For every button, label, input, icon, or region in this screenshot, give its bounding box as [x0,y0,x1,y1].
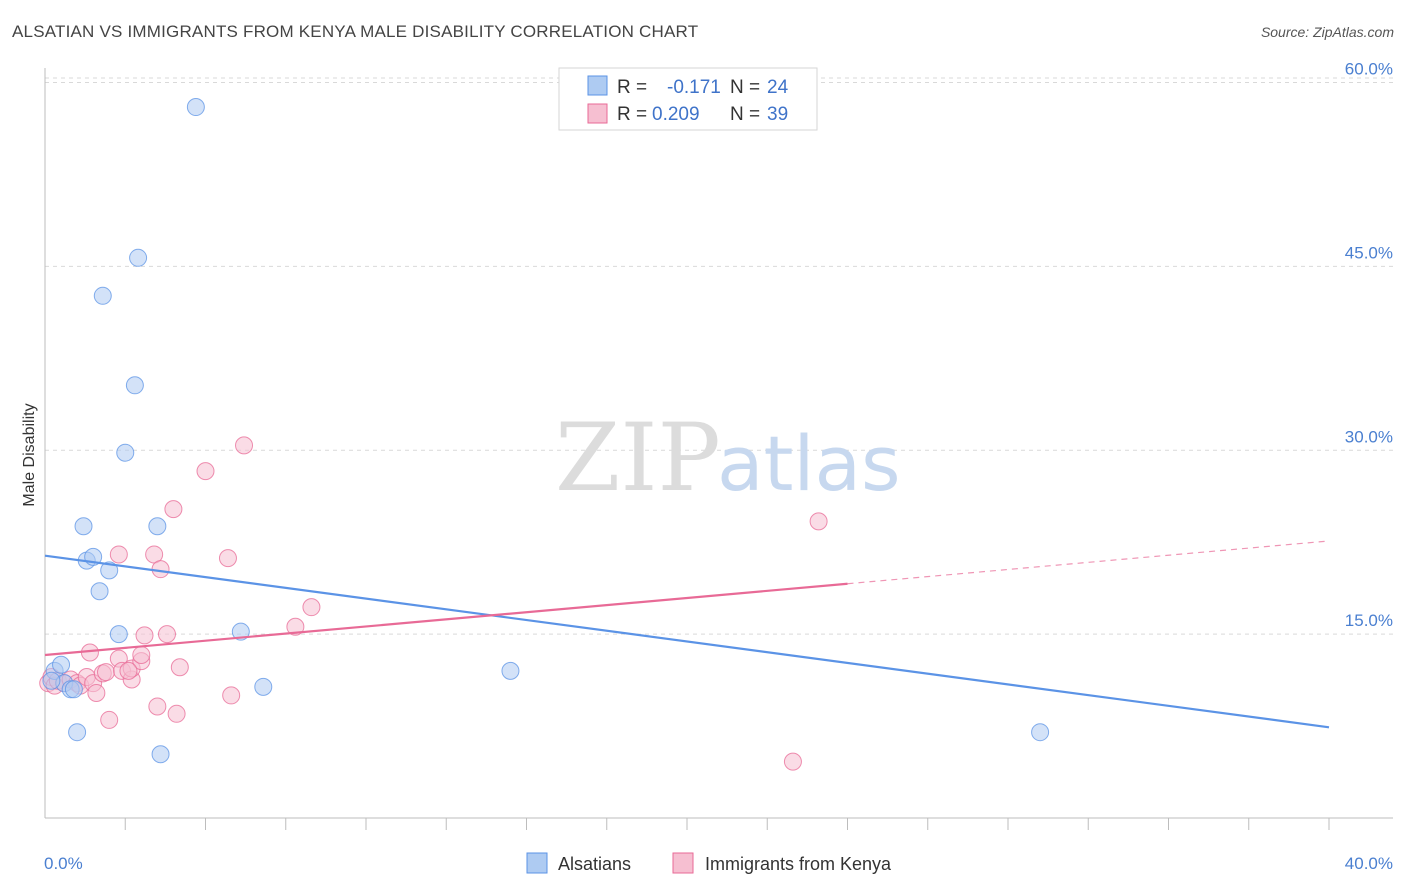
y-tick-label-30: 30.0% [1345,427,1393,446]
source-credit: Source: ZipAtlas.com [1260,24,1394,40]
point-alsatians-23 [42,671,61,690]
point-alsatians-16 [148,517,167,536]
legend-r-value-kenya: 0.209 [652,104,700,125]
chart-title: ALSATIAN VS IMMIGRANTS FROM KENYA MALE D… [12,22,699,41]
point-kenya-13 [96,663,115,682]
point-kenya-15 [109,545,128,564]
point-alsatians-11 [100,561,119,580]
legend-n-label-kenya: N = [730,104,765,125]
point-alsatians-6 [74,517,93,536]
legend-n-value-alsatians: 24 [767,77,789,98]
point-alsatians-18 [186,98,205,117]
point-alsatians-22 [1031,723,1050,742]
legend-r-label-kenya: R = [617,104,652,125]
bottom-legend-label-alsatians: Alsatians [558,854,631,874]
point-kenya-21 [132,645,151,664]
point-kenya-30 [196,462,215,481]
point-kenya-28 [167,704,186,723]
point-kenya-31 [218,549,237,568]
point-kenya-35 [302,598,321,617]
y-axis-title: Male Disability [21,403,38,506]
point-kenya-34 [286,617,305,636]
trend-line-alsatians [44,554,1330,729]
point-alsatians-20 [254,677,273,696]
legend-swatch-alsatians [587,75,608,96]
trend-layer [44,540,1330,729]
y-tick-label-15: 15.0% [1345,611,1393,630]
point-kenya-36 [809,512,828,531]
legend-swatch-kenya [587,103,608,124]
legend-n-value-kenya: 39 [767,104,788,125]
point-alsatians-4 [64,680,83,699]
point-alsatians-19 [231,622,250,641]
point-alsatians-15 [129,248,148,267]
point-alsatians-12 [109,625,128,644]
trend-line-kenya-projection [847,540,1330,585]
point-kenya-29 [170,658,189,677]
x-axis-ticks [124,818,1330,830]
watermark-atlas: atlas [717,419,901,508]
point-alsatians-1 [52,655,71,674]
grid-layer [45,77,1393,635]
point-alsatians-5 [68,723,87,742]
watermark-zip: ZIP [555,404,721,513]
legend-r-label-alsatians: R = [617,77,652,98]
point-alsatians-13 [116,443,135,462]
point-alsatians-10 [93,286,112,305]
y-tick-labels: 15.0% 30.0% 45.0% 60.0% [1345,60,1393,631]
point-kenya-33 [235,436,254,455]
point-kenya-11 [87,683,106,702]
point-kenya-27 [164,500,183,519]
point-kenya-14 [100,710,119,729]
point-kenya-25 [151,560,170,579]
x-tick-max: 40.0% [1345,854,1393,873]
correlation-legend: R = -0.171 N = 24 R = 0.209 N = 39 [558,67,818,131]
point-alsatians-17 [151,745,170,764]
point-kenya-32 [222,686,241,705]
bottom-legend-swatch-alsatians [526,852,548,874]
points-layer [39,98,1050,771]
point-kenya-22 [135,626,154,645]
legend-row-kenya: R = 0.209 N = 39 [617,104,788,125]
legend-r-value-alsatians: -0.171 [667,77,721,98]
trend-line-kenya [44,582,848,657]
point-kenya-26 [157,625,176,644]
point-kenya-38 [119,661,138,680]
y-tick-label-60: 60.0% [1345,60,1393,79]
point-alsatians-9 [90,582,109,601]
series-legend: Alsatians Immigrants from Kenya [526,852,892,874]
point-kenya-24 [148,697,167,716]
y-tick-label-45: 45.0% [1345,243,1393,262]
legend-n-label-alsatians: N = [730,77,765,98]
point-alsatians-21 [501,661,520,680]
bottom-legend-label-kenya: Immigrants from Kenya [705,854,892,874]
point-kenya-37 [783,752,802,771]
x-tick-min: 0.0% [44,854,83,873]
bottom-legend-swatch-kenya [672,852,694,874]
legend-row-alsatians: R = -0.171 N = 24 [617,77,789,98]
point-alsatians-14 [125,376,144,395]
